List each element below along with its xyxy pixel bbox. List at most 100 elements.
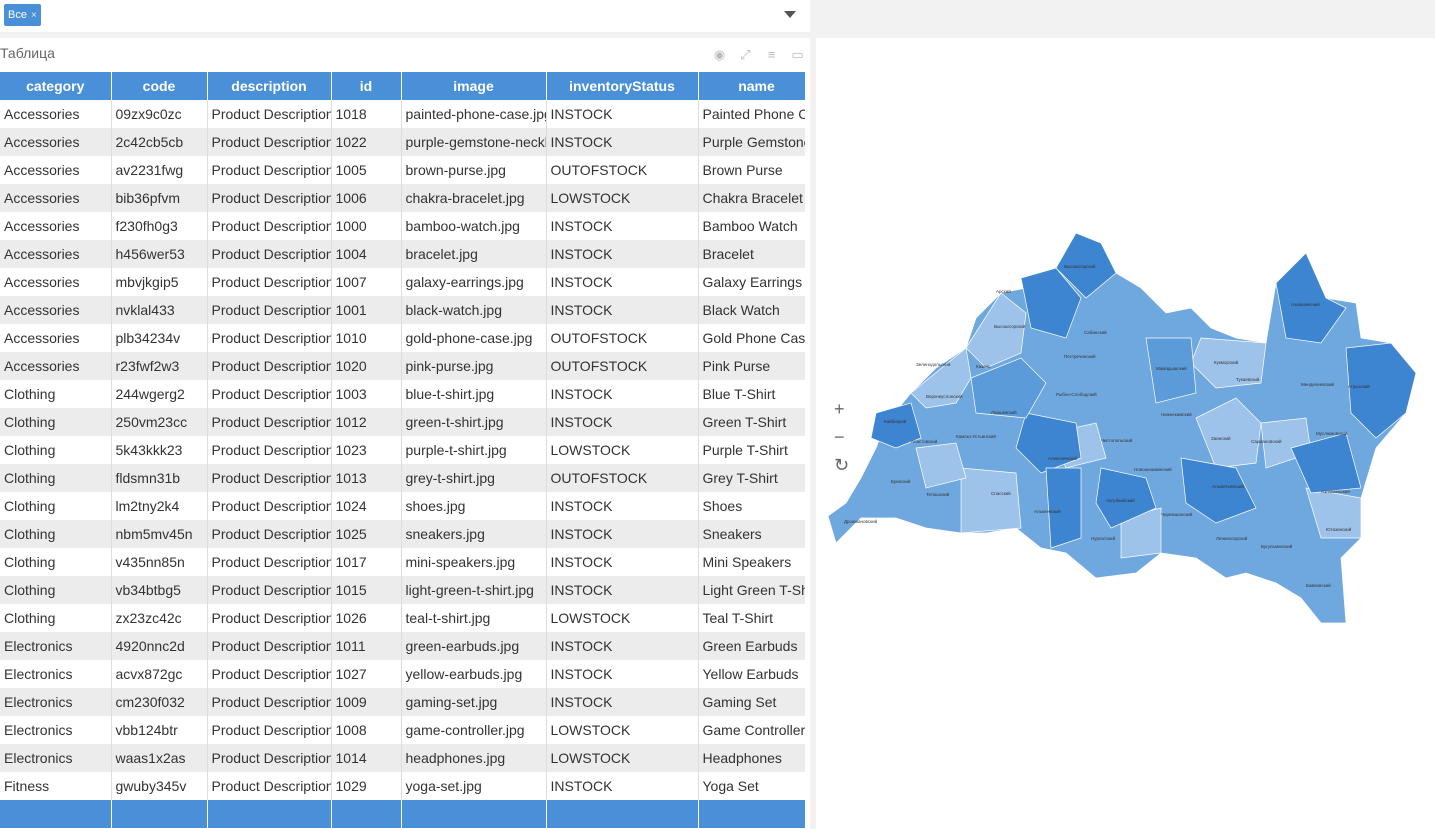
table-cell-description: Product Description <box>207 520 332 548</box>
table-row[interactable]: Accessories mbvjkgip5 Product Description 1… <box>0 268 805 296</box>
table-row[interactable]: Clothing v435nn85n Product Description 1017… <box>0 548 805 576</box>
table-row[interactable]: Accessories nvklal433 Product Description 1… <box>0 296 805 324</box>
table-panel: Таблица ◉ ⤢ ≡ ▭ category code description i… <box>0 38 810 829</box>
table-row[interactable]: Clothing zx23zc42c Product Description 1026… <box>0 604 805 632</box>
table-cell-image: pink-purse.jpg <box>401 352 547 380</box>
table-row[interactable]: Accessories f230fh0g3 Product Description 1… <box>0 212 805 240</box>
reset-view-button[interactable]: ↻ <box>834 455 850 475</box>
table-row[interactable]: Clothing lm2tny2k4 Product Description 1024… <box>0 492 805 520</box>
table-cell-name: Sneakers <box>698 520 805 548</box>
table-cell-inventorystatus: INSTOCK <box>546 296 699 324</box>
map-region <box>915 442 967 489</box>
table-cell-code: gwuby345v <box>111 772 208 800</box>
zoom-in-button[interactable]: + <box>834 399 845 419</box>
table-cell-image: chakra-bracelet.jpg <box>401 184 547 212</box>
table-cell-description: Product Description <box>207 408 332 436</box>
table-cell-image: brown-purse.jpg <box>401 156 547 184</box>
footer-cell <box>207 800 332 828</box>
table-row[interactable]: Accessories bib36pfvm Product Description 1… <box>0 184 805 212</box>
table-cell-id: 1000 <box>331 212 402 240</box>
table-row[interactable]: Electronics waas1x2as Product Description 1… <box>0 744 805 772</box>
table-row[interactable]: Clothing nbm5mv45n Product Description 1025… <box>0 520 805 548</box>
footer-cell <box>111 800 208 828</box>
table-cell-description: Product Description <box>207 660 332 688</box>
column-header-description[interactable]: description <box>207 72 332 100</box>
table-cell-description: Product Description <box>207 576 332 604</box>
table-row[interactable]: Accessories r23fwf2w3 Product Description 1… <box>0 352 805 380</box>
table-cell-category: Accessories <box>0 268 112 296</box>
table-row[interactable]: Accessories h456wer53 Product Description 1… <box>0 240 805 268</box>
table-cell-id: 1001 <box>331 296 402 324</box>
table-cell-category: Accessories <box>0 184 112 212</box>
column-header-inventorystatus[interactable]: inventoryStatus <box>546 72 699 100</box>
table-cell-image: gaming-set.jpg <box>401 688 547 716</box>
column-header-id[interactable]: id <box>331 72 402 100</box>
footer-cell <box>401 800 547 828</box>
choropleth-map[interactable]: Высокогорский Арский Сабинский Высокогор… <box>816 38 1435 829</box>
table-row[interactable]: Electronics vbb124btr Product Description 1… <box>0 716 805 744</box>
table-cell-image: yellow-earbuds.jpg <box>401 660 547 688</box>
map-region <box>1345 342 1417 439</box>
table-cell-name: Grey T-Shirt <box>698 464 805 492</box>
table-cell-id: 1003 <box>331 380 402 408</box>
region-label: Тукаевский <box>1236 376 1260 382</box>
comment-icon[interactable]: ▭ <box>791 47 804 62</box>
filter-tag-label: Все <box>8 9 27 21</box>
dropdown-caret-icon[interactable] <box>784 11 796 18</box>
table-row[interactable]: Clothing fldsmn31b Product Description 1013… <box>0 464 805 492</box>
table-cell-category: Electronics <box>0 716 112 744</box>
table-cell-category: Clothing <box>0 548 112 576</box>
table-row[interactable]: Accessories 2c42cb5cb Product Description 1… <box>0 128 805 156</box>
table-cell-description: Product Description <box>207 324 332 352</box>
region-label: Сармановский <box>1251 438 1282 444</box>
region-label: Рыбно-Слободский <box>1056 391 1097 397</box>
table-cell-inventorystatus: INSTOCK <box>546 100 699 128</box>
table-row[interactable]: Accessories plb34234v Product Description 1… <box>0 324 805 352</box>
table-cell-description: Product Description <box>207 128 332 156</box>
region-label: Новошешминский <box>1134 466 1172 472</box>
table-cell-category: Electronics <box>0 744 112 772</box>
table-cell-id: 1005 <box>331 156 402 184</box>
expand-icon[interactable]: ⤢ <box>740 47 751 62</box>
remove-tag-icon[interactable]: × <box>30 10 37 21</box>
table-cell-image: blue-t-shirt.jpg <box>401 380 547 408</box>
table-row[interactable]: Accessories av2231fwg Product Description 1… <box>0 156 805 184</box>
table-row[interactable]: Clothing 244wgerg2 Product Description 1003… <box>0 380 805 408</box>
table-cell-inventorystatus: INSTOCK <box>546 128 699 156</box>
table-cell-category: Electronics <box>0 660 112 688</box>
table-row[interactable]: Electronics 4920nnc2d Product Description 1… <box>0 632 805 660</box>
table-cell-id: 1010 <box>331 324 402 352</box>
column-header-code[interactable]: code <box>111 72 208 100</box>
table-cell-description: Product Description <box>207 772 332 800</box>
table-row[interactable]: Accessories 09zx9c0zc Product Description 1… <box>0 100 805 128</box>
table-cell-name: Teal T-Shirt <box>698 604 805 632</box>
table-row[interactable]: Electronics cm230f032 Product Description 1… <box>0 688 805 716</box>
table-cell-code: 5k43kkk23 <box>111 436 208 464</box>
panel-title: Таблица <box>0 45 55 61</box>
filter-tag[interactable]: Все × <box>4 4 41 26</box>
eye-icon[interactable]: ◉ <box>713 47 726 62</box>
table-cell-code: 250vm23cc <box>111 408 208 436</box>
table-cell-description: Product Description <box>207 268 332 296</box>
table-cell-code: av2231fwg <box>111 156 208 184</box>
table-cell-inventorystatus: INSTOCK <box>546 268 699 296</box>
panel-toolbar: ◉ ⤢ ≡ ▭ <box>711 48 806 62</box>
table-cell-image: painted-phone-case.jpg <box>401 100 547 128</box>
table-row[interactable]: Clothing 5k43kkk23 Product Description 1023… <box>0 436 805 464</box>
filter-icon[interactable]: ≡ <box>767 47 776 62</box>
table-row[interactable]: Clothing 250vm23cc Product Description 1012… <box>0 408 805 436</box>
table-row[interactable]: Clothing vb34btbg5 Product Description 1015… <box>0 576 805 604</box>
table-cell-category: Electronics <box>0 688 112 716</box>
column-header-category[interactable]: category <box>0 72 112 100</box>
column-header-image[interactable]: image <box>401 72 547 100</box>
table-cell-image: bamboo-watch.jpg <box>401 212 547 240</box>
table-cell-image: shoes.jpg <box>401 492 547 520</box>
table-row[interactable]: Electronics acvx872gc Product Description 1… <box>0 660 805 688</box>
table-row[interactable]: Fitness gwuby345v Product Description 1029 y… <box>0 772 805 800</box>
table-cell-image: green-earbuds.jpg <box>401 632 547 660</box>
table-cell-category: Accessories <box>0 156 112 184</box>
region-label: Черемшанский <box>1161 511 1193 517</box>
zoom-out-button[interactable]: − <box>834 427 845 447</box>
column-header-name[interactable]: name <box>698 72 805 100</box>
table-cell-inventorystatus: OUTOFSTOCK <box>546 464 699 492</box>
